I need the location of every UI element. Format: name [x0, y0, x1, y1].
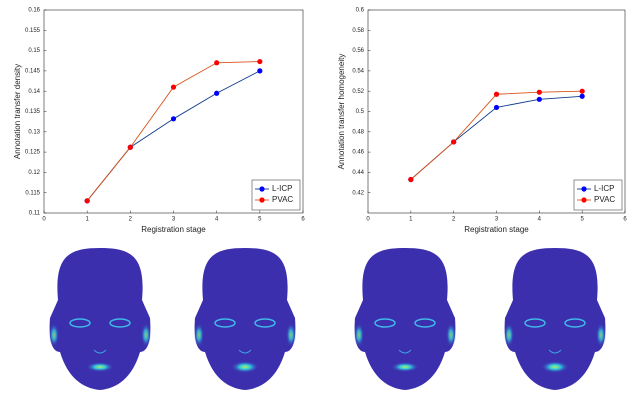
x-tick-label: 1 [409, 217, 413, 223]
y-tick-label: 0.15 [28, 48, 40, 54]
mouth [86, 362, 114, 372]
ear-left [194, 323, 204, 347]
y-tick-label: 0.155 [25, 28, 41, 34]
point [537, 90, 542, 95]
x-tick-label: 4 [215, 217, 219, 223]
ear-right [446, 323, 456, 347]
head [504, 248, 606, 390]
y-tick-label: 0.135 [25, 109, 41, 115]
y-tick-label: 0.54 [352, 68, 364, 74]
x-axis-label: Registration stage [464, 225, 529, 234]
legend-label: PVAC [272, 195, 293, 204]
chart: 0 1 2 3 4 5 6 0.11 0.115 0.12 0.125 0.13 0.135 0.14 0.… [13, 8, 305, 235]
x-tick-label: 4 [538, 217, 542, 223]
y-tick-label: 0.145 [25, 68, 41, 74]
point [451, 139, 456, 144]
mouth [541, 361, 569, 373]
y-tick-label: 0.12 [28, 170, 40, 176]
x-axis-label: Registration stage [141, 225, 206, 234]
y-tick-label: 0.44 [352, 170, 364, 176]
ear-right [141, 323, 151, 347]
point [494, 92, 499, 97]
mouth [231, 361, 259, 373]
figure: 0 1 2 3 4 5 6 0.11 0.115 0.12 0.125 0.13 0.135 0.14 0.… [0, 0, 641, 407]
head [354, 248, 456, 390]
x-tick-label: 2 [452, 217, 456, 223]
x-tick-label: 6 [301, 217, 305, 223]
point [257, 59, 262, 64]
x-tick-label: 5 [580, 217, 584, 223]
point [408, 177, 413, 182]
y-tick-label: 0.115 [25, 190, 40, 196]
x-tick-label: 5 [258, 217, 262, 223]
y-tick-label: 0.14 [28, 89, 40, 95]
x-tick-label: 3 [495, 217, 499, 223]
point [171, 85, 176, 90]
point [257, 68, 262, 73]
y-tick-label: 0.48 [352, 129, 364, 135]
chart: 0 1 2 3 4 5 6 0.42 0.44 0.46 0.48 0.5 0.52 0.54 0.56 0.… [337, 8, 627, 235]
mouth [391, 362, 419, 372]
y-tick-label: 0.5 [356, 109, 365, 115]
legend-label: PVAC [594, 195, 615, 204]
head [49, 248, 151, 390]
legend-label: L-ICP [272, 184, 292, 193]
legend-label: L-ICP [594, 184, 614, 193]
legend-marker [581, 197, 586, 202]
y-axis-label: Annotation transfer homogeneity [337, 54, 346, 170]
point [171, 116, 176, 121]
point [580, 94, 585, 99]
point [128, 145, 133, 150]
y-tick-label: 0.56 [352, 48, 364, 54]
y-tick-label: 0.6 [356, 8, 365, 14]
y-axis-label: Annotation transfer density [13, 64, 22, 159]
y-tick-label: 0.16 [28, 8, 40, 14]
x-tick-label: 2 [129, 217, 133, 223]
x-tick-label: 1 [85, 217, 89, 223]
ear-left [49, 323, 59, 347]
ear-left [354, 323, 364, 347]
legend-marker [259, 186, 264, 191]
head [194, 248, 296, 390]
point [537, 97, 542, 102]
y-tick-label: 0.46 [352, 150, 364, 156]
point [85, 198, 90, 203]
ear-left [504, 323, 514, 347]
point [580, 89, 585, 94]
y-tick-label: 0.11 [29, 211, 41, 217]
x-tick-label: 0 [42, 217, 46, 223]
y-tick-label: 0.13 [28, 129, 40, 135]
head-renderings [49, 248, 606, 390]
y-tick-label: 0.58 [352, 28, 364, 34]
legend-marker [581, 186, 586, 191]
ear-right [286, 323, 296, 347]
x-tick-label: 0 [366, 217, 370, 223]
ear-right [596, 323, 606, 347]
x-tick-label: 6 [623, 217, 627, 223]
y-tick-label: 0.42 [352, 190, 364, 196]
y-tick-label: 0.125 [25, 150, 41, 156]
point [214, 91, 219, 96]
point [214, 60, 219, 65]
x-tick-label: 3 [172, 217, 176, 223]
y-tick-label: 0.52 [352, 89, 364, 95]
point [494, 105, 499, 110]
legend-marker [259, 197, 264, 202]
